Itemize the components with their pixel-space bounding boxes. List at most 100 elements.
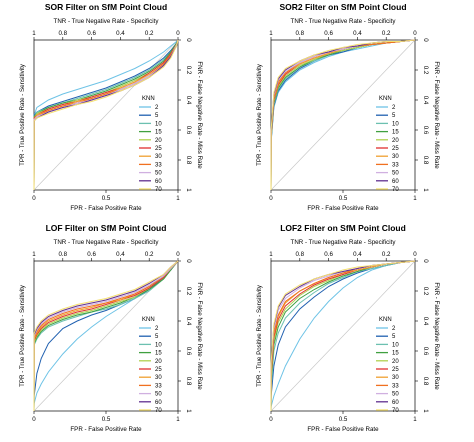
top-tick-label: 0.8 <box>295 30 304 37</box>
y-axis-label: TPR - True Positive Rate - Sensitivity <box>19 63 26 166</box>
legend-label-knn-5: 5 <box>392 334 396 340</box>
right-tick-label: 0.8 <box>422 377 429 386</box>
top-axis-label: TNR - True Negative Rate - Specificity <box>291 239 397 246</box>
right-tick-label: 1 <box>185 409 192 413</box>
legend-label-knn-5: 5 <box>155 113 159 119</box>
top-tick-label: 0 <box>176 30 180 37</box>
right-tick-label: 0 <box>422 38 429 42</box>
x-tick-label: 0.5 <box>339 416 348 423</box>
legend-label-knn-25: 25 <box>392 146 399 152</box>
legend-label-knn-33: 33 <box>155 383 162 389</box>
diagonal-reference-line <box>270 260 416 412</box>
series-line-knn-70 <box>33 260 179 412</box>
chart-panel-sor: SOR Filter on SfM Point Cloud TNR - True … <box>0 0 237 221</box>
legend-label-knn-2: 2 <box>155 326 159 332</box>
top-tick-label: 0 <box>413 30 417 37</box>
legend-title: KNN <box>142 96 155 102</box>
top-tick-label: 1 <box>269 30 273 37</box>
x-tick-label: 0.5 <box>102 195 111 202</box>
top-tick-label: 0.2 <box>382 251 391 258</box>
x-tick-label: 0.5 <box>339 195 348 202</box>
right-tick-label: 0.6 <box>422 347 429 356</box>
top-tick-label: 0.6 <box>87 30 96 37</box>
legend-label-knn-33: 33 <box>155 162 162 168</box>
legend-label-knn-2: 2 <box>392 105 396 111</box>
legend-label-knn-30: 30 <box>155 154 162 160</box>
chart-svg-lof2: LOF2 Filter on SfM Point Cloud TNR - True… <box>256 223 440 433</box>
right-axis-label: FNR - False Negative Rate - Miss Rate <box>196 61 203 169</box>
legend-label-knn-5: 5 <box>392 113 396 119</box>
series-line-knn-70 <box>270 260 416 412</box>
legend-label-knn-15: 15 <box>155 351 162 357</box>
legend-label-knn-60: 60 <box>155 400 162 406</box>
right-tick-label: 1 <box>422 188 429 192</box>
legend-label-knn-30: 30 <box>155 375 162 381</box>
legend-label-knn-33: 33 <box>392 162 399 168</box>
chart-panel-sor2: SOR2 Filter on SfM Point Cloud TNR - True… <box>237 0 474 221</box>
x-axis-label: FPR - False Positive Rate <box>70 426 142 433</box>
right-tick-label: 0.2 <box>185 66 192 75</box>
chart-svg-sor2: SOR2 Filter on SfM Point Cloud TNR - True… <box>256 2 440 212</box>
right-tick-label: 0.2 <box>185 287 192 296</box>
legend-label-knn-10: 10 <box>155 342 162 348</box>
top-tick-label: 0.6 <box>324 251 333 258</box>
right-tick-label: 0.8 <box>185 377 192 386</box>
legend-label-knn-15: 15 <box>155 130 162 136</box>
top-tick-label: 0.4 <box>116 251 125 258</box>
right-tick-label: 0 <box>185 38 192 42</box>
legend-label-knn-33: 33 <box>392 383 399 389</box>
x-axis-label: FPR - False Positive Rate <box>70 205 142 212</box>
chart-panel-lof2: LOF2 Filter on SfM Point Cloud TNR - True… <box>237 221 474 442</box>
chart-title: SOR Filter on SfM Point Cloud <box>45 2 167 12</box>
x-tick-label: 1 <box>176 195 180 202</box>
legend-label-knn-70: 70 <box>392 187 399 193</box>
legend-label-knn-15: 15 <box>392 351 399 357</box>
legend-label-knn-60: 60 <box>392 400 399 406</box>
top-tick-label: 1 <box>32 30 36 37</box>
chart-title: LOF2 Filter on SfM Point Cloud <box>280 223 406 233</box>
legend-label-knn-60: 60 <box>155 179 162 185</box>
legend-label-knn-25: 25 <box>155 146 162 152</box>
x-tick-label: 1 <box>413 416 417 423</box>
right-tick-label: 0.8 <box>185 156 192 165</box>
top-axis-label: TNR - True Negative Rate - Specificity <box>54 239 160 246</box>
series-line-knn-10 <box>270 260 416 412</box>
legend-label-knn-20: 20 <box>392 138 399 144</box>
legend-label-knn-20: 20 <box>155 359 162 365</box>
top-tick-label: 0.4 <box>353 251 362 258</box>
x-tick-label: 1 <box>176 416 180 423</box>
series-line-knn-2 <box>33 39 179 191</box>
top-axis-label: TNR - True Negative Rate - Specificity <box>54 18 160 25</box>
diagonal-reference-line <box>270 39 416 191</box>
x-tick-label: 0 <box>269 416 273 423</box>
series-line-knn-15 <box>33 260 179 412</box>
legend-label-knn-60: 60 <box>392 179 399 185</box>
chart-title: SOR2 Filter on SfM Point Cloud <box>279 2 406 12</box>
right-tick-label: 0.2 <box>422 287 429 296</box>
x-tick-label: 1 <box>413 195 417 202</box>
right-tick-label: 1 <box>422 409 429 413</box>
legend-title: KNN <box>142 317 155 323</box>
legend-title: KNN <box>379 96 392 102</box>
chart-svg-lof: LOF Filter on SfM Point Cloud TNR - True … <box>19 223 203 433</box>
legend-label-knn-70: 70 <box>392 408 399 414</box>
top-tick-label: 0.8 <box>295 251 304 258</box>
y-axis-label: TPR - True Positive Rate - Sensitivity <box>256 63 263 166</box>
x-axis-label: FPR - False Positive Rate <box>307 426 379 433</box>
right-tick-label: 1 <box>185 188 192 192</box>
series-line-knn-50 <box>33 260 179 412</box>
legend-label-knn-10: 10 <box>392 121 399 127</box>
top-tick-label: 0.6 <box>324 30 333 37</box>
right-tick-label: 0.6 <box>422 126 429 135</box>
legend-label-knn-50: 50 <box>392 392 399 398</box>
right-axis-label: FNR - False Negative Rate - Miss Rate <box>433 282 440 390</box>
legend-label-knn-2: 2 <box>155 105 159 111</box>
right-tick-label: 0.4 <box>185 317 192 326</box>
right-axis-label: FNR - False Negative Rate - Miss Rate <box>433 61 440 169</box>
legend-label-knn-5: 5 <box>155 334 159 340</box>
legend-label-knn-20: 20 <box>392 359 399 365</box>
top-axis-label: TNR - True Negative Rate - Specificity <box>291 18 397 25</box>
legend-label-knn-20: 20 <box>155 138 162 144</box>
series-line-knn-70 <box>33 39 179 191</box>
legend-label-knn-70: 70 <box>155 187 162 193</box>
